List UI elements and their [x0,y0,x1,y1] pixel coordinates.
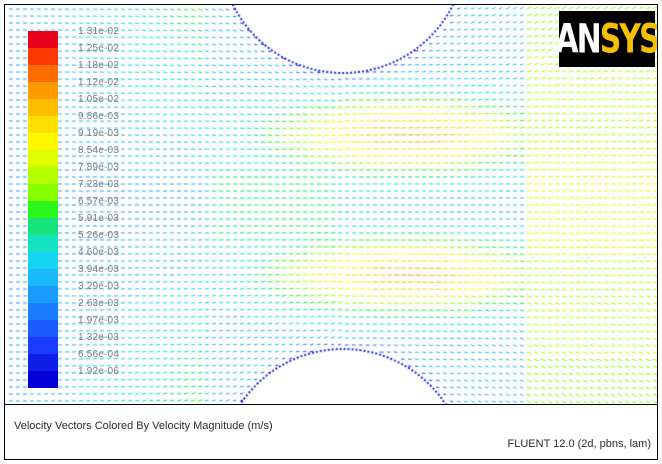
colorbar-label: 6.56e-04 [78,349,120,360]
colorbar-swatch [28,218,58,235]
ansys-logo: ANSYS [555,11,657,67]
plot-frame: 1.31e-02 1.25e-02 1.18e-02 1.12e-02 1.05e-02… [4,4,658,460]
caption-panel: Velocity Vectors Colored By Velocity Mag… [5,404,657,459]
colorbar-label: 4.60e-03 [78,247,120,258]
colorbar-label: 2.63e-03 [78,298,120,309]
colorbar-label: 5.91e-03 [78,213,120,224]
colorbar-swatch [28,82,58,99]
colorbar-label: 1.31e-02 [78,26,120,37]
colorbar-label: 3.94e-03 [78,264,120,275]
colorbar-label: 9.86e-03 [78,111,120,122]
plot-title: Velocity Vectors Colored By Velocity Mag… [14,420,273,432]
colorbar-swatch [28,31,58,48]
solver-info: FLUENT 12.0 (2d, pbns, lam) [507,438,651,450]
colorbar-swatch [28,252,58,269]
colorbar-label: 8.54e-03 [78,145,120,156]
colorbar-swatch [28,320,58,337]
colorbar-swatch [28,116,58,133]
colorbar-swatch [28,133,58,150]
colorbar-swatch [28,184,58,201]
colorbar-label: 5.26e-03 [78,230,120,241]
colorbar-swatch [28,269,58,286]
colorbar-label: 9.19e-03 [78,128,120,139]
colorbar-swatch [28,303,58,320]
colorbar-swatch [28,286,58,303]
colorbar-label: 6.57e-03 [78,196,120,207]
colorbar-swatch [28,201,58,218]
colorbar-label: 1.05e-02 [78,94,120,105]
colorbar-swatch [28,167,58,184]
colorbar-label: 1.18e-02 [78,60,120,71]
colorbar-swatch [28,354,58,371]
colorbar-label: 1.32e-03 [78,332,120,343]
colorbar-swatch [28,337,58,354]
colorbar-swatch [28,371,58,388]
colorbar-label: 1.12e-02 [78,77,120,88]
colorbar-swatch [28,235,58,252]
colorbar-swatch [28,150,58,167]
colorbar-label: 3.29e-03 [78,281,120,292]
colorbar-label: 1.25e-02 [78,43,120,54]
colorbar-label: 1.92e-06 [78,366,120,377]
colorbar-swatch [28,65,58,82]
colorbar-label: 7.89e-03 [78,162,120,173]
colorbar-swatch [28,99,58,116]
colorbar-swatch [28,48,58,65]
colorbar-label: 7.23e-03 [78,179,120,190]
colorbar-label: 1.97e-03 [78,315,120,326]
velocity-vector-field [5,5,657,405]
